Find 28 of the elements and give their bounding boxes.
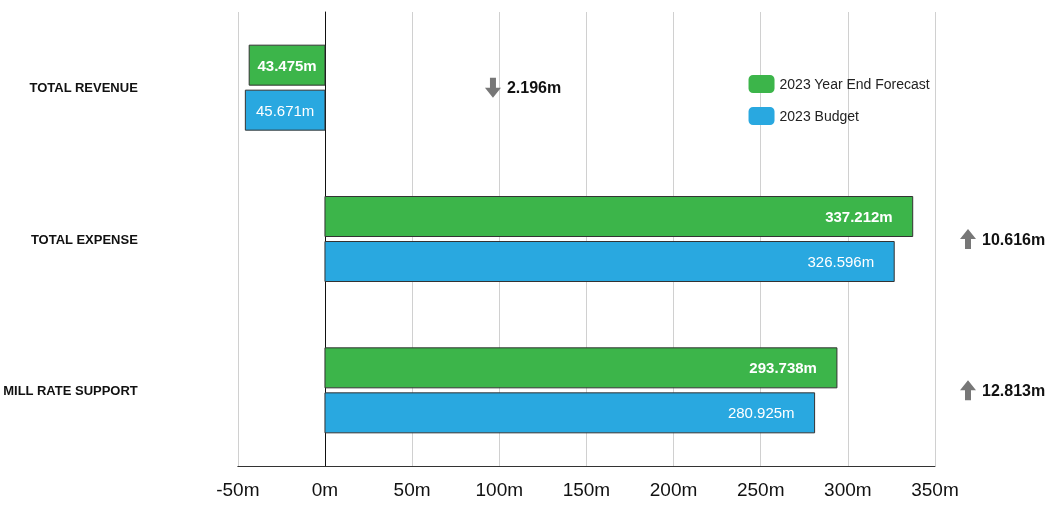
text: 12.813m (982, 381, 1046, 399)
data-label: 337.212m (825, 208, 893, 225)
x-tick-label: 0m (311, 479, 339, 500)
data-label: 45.671m (255, 101, 315, 119)
x-tick-label: -50m (216, 479, 260, 500)
data-label: 326.596m (807, 253, 875, 270)
x-tick-label: 300m (824, 479, 872, 500)
data-label: 293.738m (749, 359, 817, 377)
annotation: 2.196m (506, 79, 562, 97)
text: 10.616m (982, 230, 1046, 248)
bar (244, 89, 326, 131)
x-tick-label: 350m (911, 479, 959, 500)
x-tick-label: 200m (649, 479, 698, 500)
bar (324, 241, 895, 282)
legend-label: 2023 Year End Forecast (779, 76, 930, 92)
x-tick-label: 100m (475, 479, 524, 500)
bar (324, 392, 816, 434)
x-tick-label: 250m (736, 479, 785, 500)
x-tick-label: 150m (562, 479, 611, 500)
y-tick-label: TOTAL REVENUE (29, 80, 139, 96)
y-tick-label: TOTAL EXPENSE (30, 231, 139, 247)
y-tick-label: MILL RATE SUPPORT (3, 382, 138, 398)
data-label: 280.925m (727, 404, 795, 422)
x-tick-label: 50m (393, 479, 431, 500)
bar (324, 347, 838, 389)
data-label: 43.475m (257, 56, 317, 74)
legend-label: 2023 Budget (779, 108, 860, 124)
bar (324, 196, 914, 237)
